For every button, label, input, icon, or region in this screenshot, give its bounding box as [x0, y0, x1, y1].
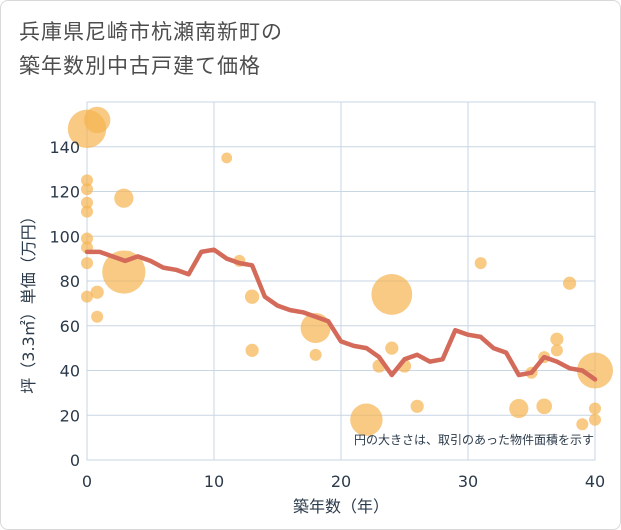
chart-title-line1: 兵庫県尼崎市杭瀬南新町の: [19, 20, 283, 44]
y-tick-label: 80: [60, 272, 80, 291]
bubble-series: [67, 106, 613, 436]
bubble-point: [221, 152, 233, 164]
bubble-point: [81, 196, 93, 209]
x-tick-label: 0: [82, 472, 92, 491]
bubble-point: [81, 290, 93, 303]
bubble-point: [371, 274, 413, 315]
bubble-point: [536, 398, 552, 415]
bubble-point: [550, 332, 564, 346]
bubble-point: [589, 402, 601, 415]
bubble-point: [91, 310, 104, 323]
bubble-point: [102, 250, 146, 294]
bubble-point: [81, 183, 93, 196]
x-tick-label: 30: [458, 472, 478, 491]
x-axis-label: 築年数（年）: [293, 497, 389, 516]
y-tick-label: 0: [70, 451, 80, 470]
bubble-point: [474, 257, 487, 270]
grid-lines: [86, 101, 596, 461]
y-tick-label: 100: [49, 227, 80, 246]
average-price-line: [84, 247, 598, 382]
bubble-point: [81, 257, 93, 270]
y-tick-label: 60: [60, 317, 80, 336]
bubble-point: [81, 174, 93, 187]
y-tick-label: 20: [60, 406, 80, 425]
bubble-point: [309, 348, 322, 361]
bubble-point: [81, 232, 93, 245]
average-line-series: [84, 247, 598, 382]
bubble-point: [81, 205, 93, 218]
bubble-point: [589, 413, 601, 426]
bubble-point: [385, 341, 399, 355]
bubble-point: [410, 399, 424, 413]
x-tick-label: 10: [204, 472, 224, 491]
bubble-point: [576, 418, 589, 431]
bubble-point: [90, 285, 104, 299]
chart-title-line2: 築年数別中古戸建て価格: [19, 54, 261, 78]
y-tick-label: 40: [60, 362, 80, 381]
bubble-point: [114, 188, 134, 208]
bubble-point: [550, 344, 563, 357]
bubble-point: [577, 352, 613, 389]
y-tick-label: 140: [49, 138, 80, 157]
plot-border: [86, 101, 596, 461]
bubble-point: [350, 403, 383, 436]
bubble-point: [563, 276, 577, 290]
bubble-point: [509, 398, 529, 419]
bubble-point: [244, 289, 260, 304]
chart-title: 兵庫県尼崎市杭瀬南新町の 築年数別中古戸建て価格: [19, 15, 283, 83]
bubble-point: [83, 106, 111, 134]
y-axis-label: 坪（3.3㎡）単価（万円）: [19, 208, 38, 393]
y-tick-label: 120: [49, 183, 80, 202]
x-tick-label: 20: [331, 472, 351, 491]
bubble-point: [245, 343, 259, 357]
axes: 0 10 20 30 40 0 20 40 60 80 100 120 140: [49, 138, 605, 491]
bubble-size-note: 円の大きさは、取引のあった物件面積を示す: [354, 432, 594, 447]
x-tick-label: 40: [585, 472, 605, 491]
